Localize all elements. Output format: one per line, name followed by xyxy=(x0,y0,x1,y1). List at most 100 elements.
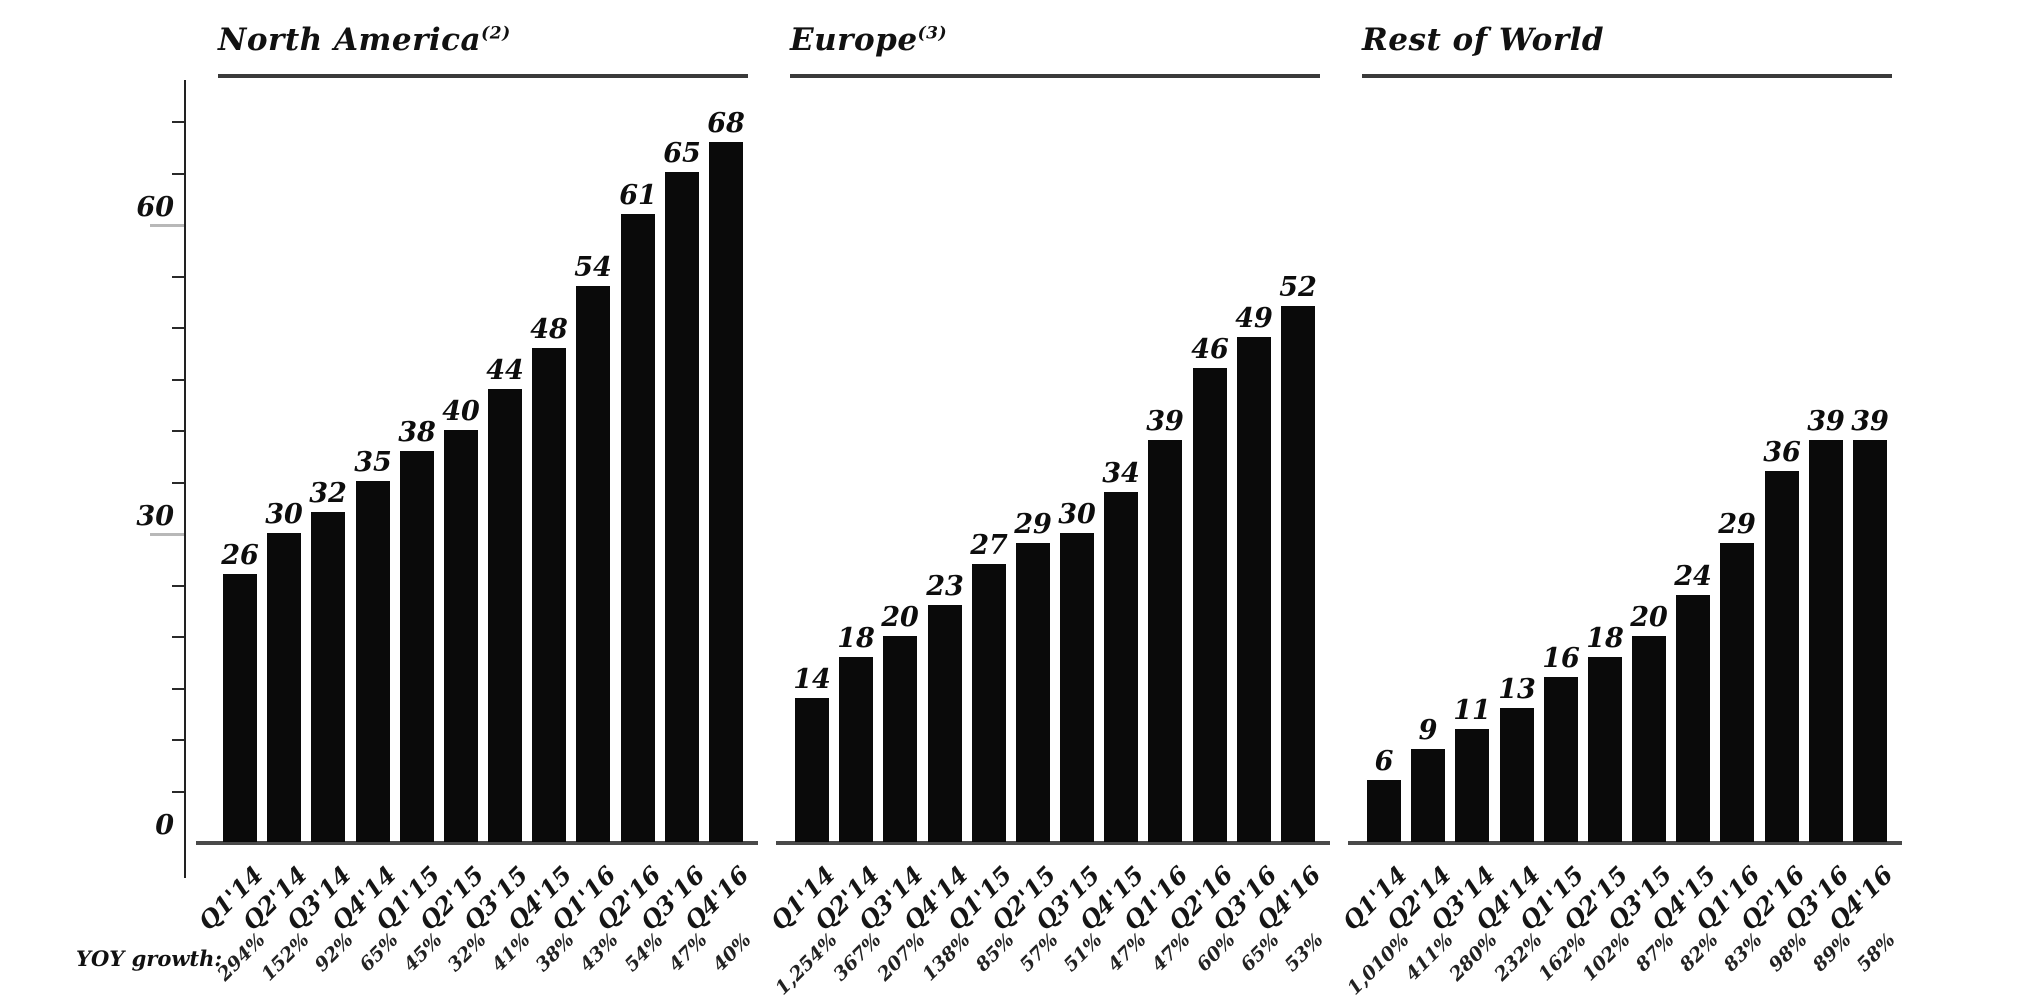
yoy-growth-value: 232% xyxy=(1490,929,1547,986)
yoy-growth-value: 47% xyxy=(664,929,712,977)
bar-value-label: 9 xyxy=(1418,715,1438,746)
bar xyxy=(267,533,301,842)
bar xyxy=(1544,677,1578,842)
chart-title-north-america: North America(2) xyxy=(218,22,511,58)
title-underline xyxy=(790,74,1320,78)
y-minor-tick xyxy=(172,790,184,793)
y-minor-tick xyxy=(172,275,184,278)
bar xyxy=(223,574,257,842)
yoy-growth-value: 53% xyxy=(1280,929,1328,977)
y-axis-tick-label: 0 xyxy=(155,810,174,841)
bar xyxy=(1281,306,1315,842)
x-axis-baseline xyxy=(776,841,1330,845)
chart-title-text: Europe xyxy=(790,22,918,58)
bar-value-label: 18 xyxy=(837,623,875,654)
bar-value-label: 52 xyxy=(1279,272,1317,303)
y-minor-tick xyxy=(172,687,184,690)
bar-value-label: 39 xyxy=(1807,406,1845,437)
bar xyxy=(972,564,1006,842)
bar-value-label: 16 xyxy=(1542,643,1580,674)
yoy-growth-value: 47% xyxy=(1147,929,1195,977)
yoy-growth-value: 280% xyxy=(1445,929,1502,986)
y-axis-line xyxy=(184,80,186,878)
bar xyxy=(1367,780,1401,842)
bar xyxy=(1632,636,1666,842)
bar-value-label: 49 xyxy=(1235,303,1273,334)
x-axis-baseline xyxy=(196,841,758,845)
title-underline xyxy=(218,74,748,78)
y-minor-tick xyxy=(172,739,184,741)
bar xyxy=(1237,337,1271,842)
bar xyxy=(665,172,699,842)
chart-title-text: Rest of World xyxy=(1362,22,1605,58)
bar xyxy=(1853,440,1887,842)
chart-title-rest-of-world: Rest of World xyxy=(1362,22,1604,58)
yoy-growth-value: 1,254% xyxy=(771,929,842,998)
yoy-growth-value: 1,010% xyxy=(1343,929,1414,998)
y-minor-tick xyxy=(172,584,184,587)
bar-value-label: 24 xyxy=(1674,561,1712,592)
bar-value-label: 36 xyxy=(1763,437,1801,468)
y-major-tick xyxy=(150,224,184,227)
bar xyxy=(1060,533,1094,842)
bar-value-label: 39 xyxy=(1146,406,1184,437)
yoy-growth-value: 92% xyxy=(310,929,358,977)
bar-value-label: 48 xyxy=(530,314,568,345)
bar xyxy=(356,481,390,842)
yoy-growth-value: 65% xyxy=(355,929,403,977)
yoy-growth-value: 89% xyxy=(1808,929,1856,977)
yoy-growth-value: 98% xyxy=(1764,929,1812,977)
bar-value-label: 29 xyxy=(1014,509,1052,540)
bar-value-label: 20 xyxy=(881,602,919,633)
bar xyxy=(1193,368,1227,842)
bar-value-label: 27 xyxy=(970,530,1008,561)
bar-value-label: 44 xyxy=(486,355,524,386)
y-minor-tick xyxy=(172,481,184,484)
yoy-growth-value: 411% xyxy=(1401,929,1458,986)
chart-title-footnote-marker: (3) xyxy=(917,23,948,44)
chart-title-footnote-marker: (2) xyxy=(481,23,511,44)
bar xyxy=(1455,729,1489,842)
yoy-growth-row-label: YOY growth: xyxy=(76,946,223,971)
y-minor-tick xyxy=(172,636,184,638)
chart-europe: Europe(3) 14 Q1'14 1,254% 18 Q2'14 367% 20 Q3'1… xyxy=(765,0,1330,998)
bar xyxy=(928,605,962,842)
bar-value-label: 32 xyxy=(309,478,347,509)
yoy-growth-value: 85% xyxy=(971,929,1019,977)
bar-value-label: 26 xyxy=(221,540,259,571)
yoy-growth-value: 152% xyxy=(257,929,314,986)
yoy-growth-value: 58% xyxy=(1852,929,1900,977)
y-axis-tick-label: 60 xyxy=(136,192,174,223)
bar-value-label: 13 xyxy=(1498,674,1536,705)
yoy-growth-value: 138% xyxy=(918,929,975,986)
bar-value-label: 11 xyxy=(1453,695,1491,726)
yoy-growth-value: 41% xyxy=(487,929,535,977)
bar xyxy=(311,512,345,842)
y-minor-tick xyxy=(172,172,184,175)
yoy-growth-value: 38% xyxy=(531,929,579,977)
bar-value-label: 39 xyxy=(1851,406,1889,437)
chart-north-america: North America(2) 26 Q1'14 294% 30 Q2'14 152% 3… xyxy=(193,0,758,998)
bar xyxy=(444,430,478,842)
bar xyxy=(576,286,610,842)
bar xyxy=(532,348,566,842)
y-minor-tick xyxy=(172,430,184,432)
bar xyxy=(839,657,873,842)
bar-value-label: 35 xyxy=(354,447,392,478)
chart-title-europe: Europe(3) xyxy=(790,22,947,58)
y-minor-tick xyxy=(172,121,184,123)
chart-title-text: North America xyxy=(218,22,482,58)
yoy-growth-value: 43% xyxy=(575,929,623,977)
bar-value-label: 68 xyxy=(707,108,745,139)
bar xyxy=(1411,749,1445,842)
yoy-growth-value: 47% xyxy=(1103,929,1151,977)
y-minor-tick xyxy=(172,327,184,329)
chart-rest-of-world: Rest of World 6 Q1'14 1,010% 9 Q2'14 411% 11 Q3… xyxy=(1337,0,1902,998)
yoy-growth-value: 162% xyxy=(1534,929,1591,986)
bar-value-label: 18 xyxy=(1586,623,1624,654)
bar-value-label: 38 xyxy=(398,417,436,448)
bar xyxy=(1016,543,1050,842)
bar xyxy=(1720,543,1754,842)
bar xyxy=(400,451,434,842)
